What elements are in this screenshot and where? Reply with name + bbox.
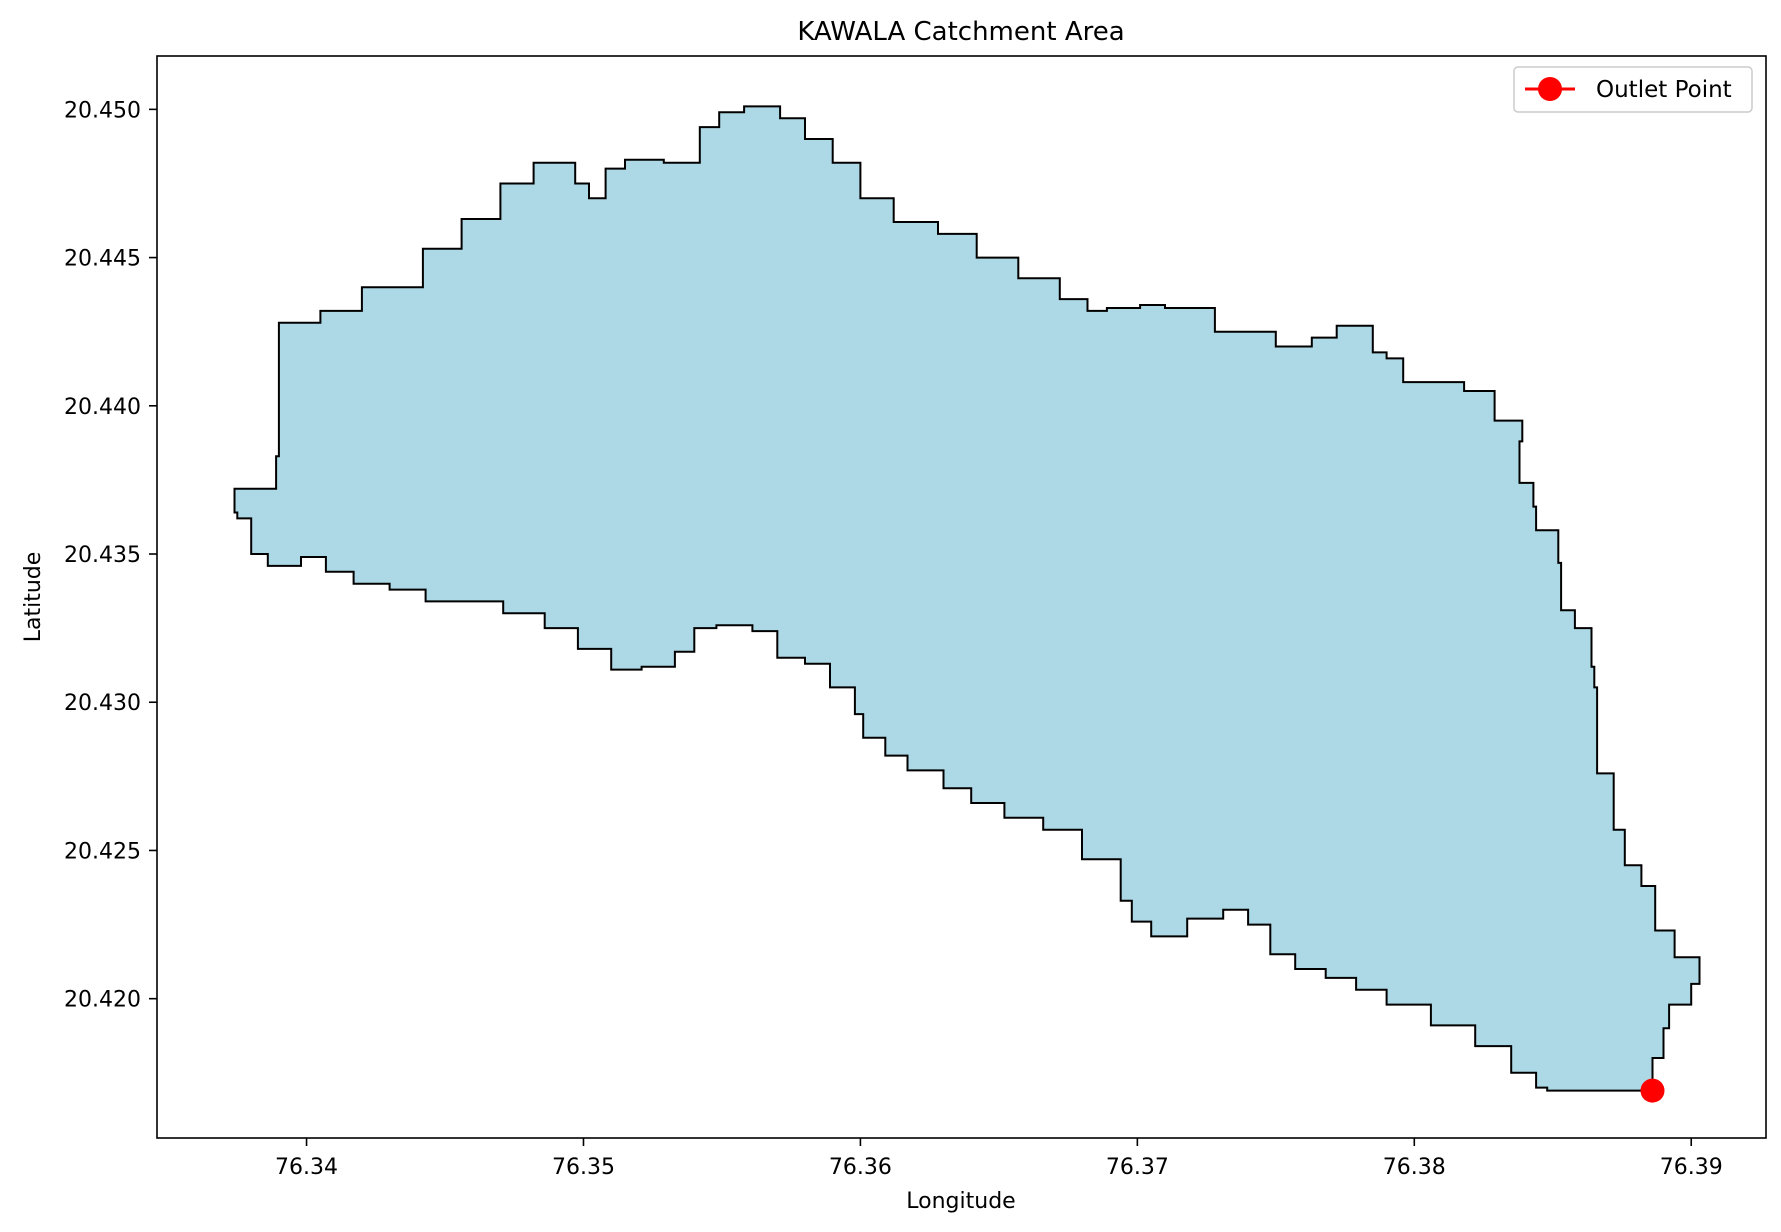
y-tick-label: 20.420 xyxy=(64,988,141,1013)
x-axis-label: Longitude xyxy=(906,1189,1015,1214)
legend-box xyxy=(1513,66,1753,113)
legend-label-outlet-point: Outlet Point xyxy=(1596,77,1732,103)
y-tick-label: 20.445 xyxy=(64,247,141,272)
x-tick-label: 76.38 xyxy=(1383,1155,1446,1180)
y-tick-label: 20.450 xyxy=(64,98,141,123)
x-tick-label: 76.39 xyxy=(1660,1155,1723,1180)
legend-marker-swatch xyxy=(1538,77,1562,101)
x-tick-label: 76.36 xyxy=(829,1155,892,1180)
x-axis-ticks: 76.34 76.35 76.36 76.37 76.38 76.39 xyxy=(275,1138,1723,1180)
plot-area xyxy=(233,105,1701,1103)
legend: Outlet Point xyxy=(1513,66,1753,113)
x-tick-label: 76.35 xyxy=(552,1155,615,1180)
axes-frame xyxy=(156,55,1767,1139)
catchment-polygon xyxy=(233,105,1701,1095)
y-tick-label: 20.425 xyxy=(64,839,141,864)
chart-title: KAWALA Catchment Area xyxy=(797,17,1124,47)
x-tick-label: 76.37 xyxy=(1106,1155,1169,1180)
y-tick-label: 20.435 xyxy=(64,543,141,568)
y-axis-label: Latitude xyxy=(21,552,46,643)
outlet-point-marker xyxy=(1640,1078,1665,1103)
x-tick-label: 76.34 xyxy=(275,1155,338,1180)
y-axis-ticks: 20.420 20.425 20.430 20.435 20.440 20.445 20.4… xyxy=(64,98,157,1013)
y-tick-label: 20.440 xyxy=(64,395,141,420)
y-tick-label: 20.430 xyxy=(64,691,141,716)
